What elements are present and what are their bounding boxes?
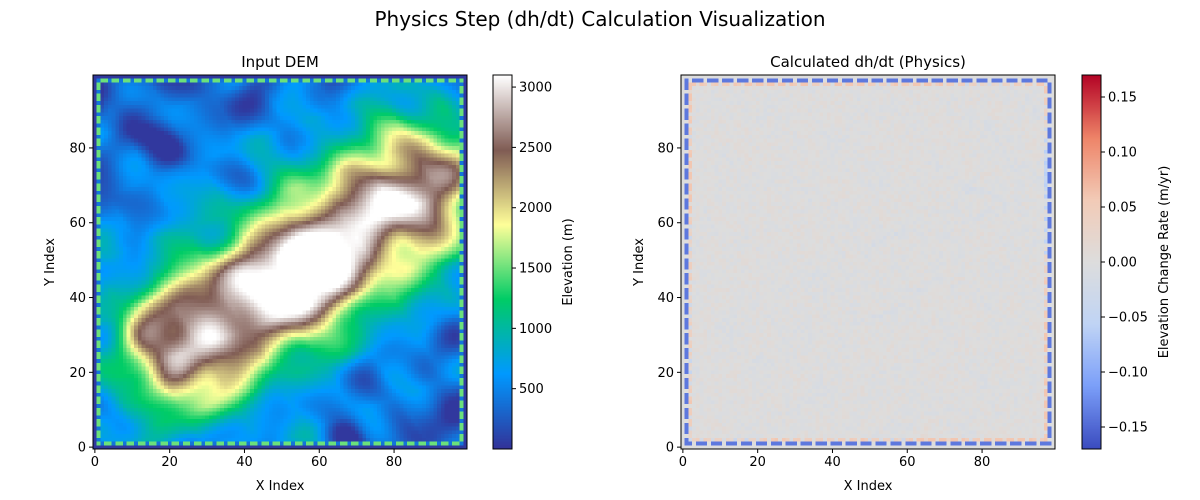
dem-colorbar-label: Elevation (m) xyxy=(561,218,576,305)
dem-colorbar: 500 1000 1500 2000 2500 3000 xyxy=(492,74,552,450)
dhdt-heatmap xyxy=(681,75,1055,449)
dem-x-tick-label: 60 xyxy=(311,455,328,470)
dem-heatmap xyxy=(93,75,467,449)
dhdt-colorbar-tick-label: −0.10 xyxy=(1108,366,1148,381)
dhdt-panel: Calculated dh/dt (Physics) 0 20 40 60 80 0 20 4… xyxy=(632,53,1172,494)
dhdt-colorbar-tick-label: 0.15 xyxy=(1108,91,1137,106)
dem-x-tick-label: 40 xyxy=(236,455,253,470)
dhdt-colorbar-label: Elevation Change Rate (m/yr) xyxy=(1157,166,1172,359)
dhdt-colorbar-tick-label: −0.15 xyxy=(1108,421,1148,436)
dhdt-x-tick-label: 80 xyxy=(974,455,991,470)
dhdt-y-tick-label: 60 xyxy=(657,216,674,231)
dem-panel: Input DEM 0 20 40 60 80 0 20 40 60 80 X Index Y I… xyxy=(43,53,576,494)
dhdt-raster xyxy=(681,75,1055,449)
dhdt-x-axis-label: X Index xyxy=(844,479,893,494)
dem-colorbar-tick-label: 500 xyxy=(519,382,544,397)
dem-colorbar-tick-label: 2000 xyxy=(519,201,552,216)
dhdt-colorbar-tick-label: 0.05 xyxy=(1108,201,1137,216)
dem-x-axis-label: X Index xyxy=(256,479,305,494)
dem-y-tick-label: 20 xyxy=(69,366,86,381)
figure-title: Physics Step (dh/dt) Calculation Visuali… xyxy=(374,7,825,31)
dem-raster xyxy=(93,75,467,449)
dem-y-tick-label: 60 xyxy=(69,216,86,231)
dem-x-tick-label: 80 xyxy=(386,455,403,470)
dhdt-x-tick-label: 20 xyxy=(749,455,766,470)
dem-y-tick-label: 40 xyxy=(69,291,86,306)
dem-y-axis-label: Y Index xyxy=(43,238,58,287)
dem-colorbar-tick-label: 1000 xyxy=(519,322,552,337)
dem-colorbar-tick-label: 2500 xyxy=(519,141,552,156)
dem-colorbar-gradient xyxy=(493,75,512,449)
dhdt-y-tick-label: 40 xyxy=(657,291,674,306)
dhdt-colorbar-gradient xyxy=(1082,75,1101,449)
dem-colorbar-tick-label: 3000 xyxy=(519,81,552,96)
dhdt-y-tick-label: 20 xyxy=(657,366,674,381)
dhdt-plot-frame xyxy=(680,74,1056,450)
dem-colorbar-tick-label: 1500 xyxy=(519,262,552,277)
dem-y-tick-label: 0 xyxy=(78,441,86,456)
dem-y-tick-label: 80 xyxy=(69,141,86,156)
dem-panel-title: Input DEM xyxy=(241,53,319,71)
dhdt-x-tick-label: 60 xyxy=(899,455,916,470)
dem-plot-frame xyxy=(92,74,468,450)
dhdt-y-tick-label: 80 xyxy=(657,141,674,156)
dhdt-x-tick-label: 40 xyxy=(824,455,841,470)
dhdt-y-tick-label: 0 xyxy=(666,441,674,456)
dhdt-panel-title: Calculated dh/dt (Physics) xyxy=(770,53,966,71)
dem-x-tick-label: 20 xyxy=(161,455,178,470)
dhdt-axes: 0 20 40 60 80 0 20 40 60 80 xyxy=(657,74,1056,470)
dhdt-x-tick-label: 0 xyxy=(679,455,687,470)
dhdt-colorbar-tick-label: 0.00 xyxy=(1108,256,1137,271)
dem-x-tick-label: 0 xyxy=(91,455,99,470)
dhdt-colorbar-tick-label: 0.10 xyxy=(1108,146,1137,161)
dhdt-colorbar: −0.15 −0.10 −0.05 0.00 0.05 0.10 0.15 xyxy=(1081,74,1148,450)
dhdt-y-axis-label: Y Index xyxy=(632,238,647,287)
dem-colorbar-frame xyxy=(492,74,513,450)
dem-axes: 0 20 40 60 80 0 20 40 60 80 xyxy=(69,74,468,470)
dhdt-colorbar-tick-label: −0.05 xyxy=(1108,311,1148,326)
